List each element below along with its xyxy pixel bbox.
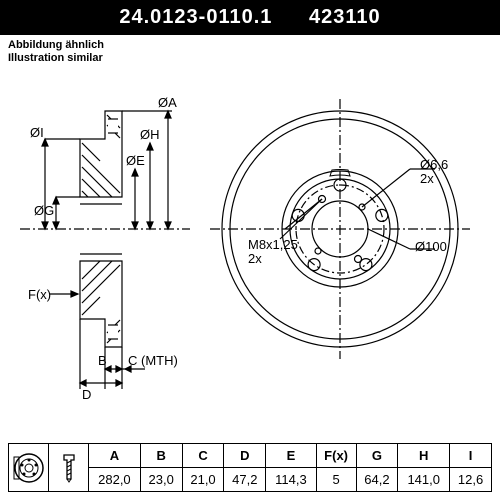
val-F: 5 xyxy=(316,468,356,492)
svg-text:F(x): F(x) xyxy=(28,287,51,302)
table-header-row: A B C D E F(x) G H I xyxy=(9,444,492,468)
val-H: 141,0 xyxy=(398,468,450,492)
svg-text:ØA: ØA xyxy=(158,95,177,110)
disc-icon xyxy=(12,451,46,485)
svg-text:ØE: ØE xyxy=(126,153,145,168)
subtitle-de: Abbildung ähnlich xyxy=(8,39,492,52)
bolt-icon-cell xyxy=(49,444,89,492)
val-B: 23,0 xyxy=(140,468,182,492)
col-I: I xyxy=(450,444,492,468)
val-D: 47,2 xyxy=(224,468,266,492)
bolt-icon xyxy=(56,451,82,485)
svg-text:ØH: ØH xyxy=(140,127,160,142)
svg-text:2x: 2x xyxy=(420,171,434,186)
header-bar: 24.0123-0110.1 423110 xyxy=(0,0,500,35)
val-E: 114,3 xyxy=(266,468,316,492)
svg-text:M8x1,25: M8x1,25 xyxy=(248,237,298,252)
front-view xyxy=(210,99,470,359)
col-A: A xyxy=(89,444,141,468)
col-H: H xyxy=(398,444,450,468)
side-view xyxy=(20,111,190,389)
technical-drawing: ØI ØG ØE ØH ØA F(x) B D C (MTH) Ø6,6 2x … xyxy=(0,69,500,409)
col-D: D xyxy=(224,444,266,468)
col-E: E xyxy=(266,444,316,468)
svg-text:Ø6,6: Ø6,6 xyxy=(420,157,448,172)
val-I: 12,6 xyxy=(450,468,492,492)
diagram-area: ØI ØG ØE ØH ØA F(x) B D C (MTH) Ø6,6 2x … xyxy=(0,69,500,409)
svg-text:2x: 2x xyxy=(248,251,262,266)
svg-text:ØI: ØI xyxy=(30,125,44,140)
col-C: C xyxy=(182,444,224,468)
disc-icon-cell xyxy=(9,444,49,492)
svg-text:B: B xyxy=(98,353,107,368)
spec-table: A B C D E F(x) G H I 282,0 23,0 21,0 47,… xyxy=(8,443,492,492)
col-F: F(x) xyxy=(316,444,356,468)
svg-text:ØG: ØG xyxy=(34,203,54,218)
svg-text:C (MTH): C (MTH) xyxy=(128,353,178,368)
val-G: 64,2 xyxy=(356,468,398,492)
part-number: 24.0123-0110.1 xyxy=(119,6,272,28)
col-B: B xyxy=(140,444,182,468)
col-G: G xyxy=(356,444,398,468)
val-C: 21,0 xyxy=(182,468,224,492)
val-A: 282,0 xyxy=(89,468,141,492)
subtitle-en: Illustration similar xyxy=(8,52,492,65)
svg-text:D: D xyxy=(82,387,91,402)
subtitle: Abbildung ähnlich Illustration similar xyxy=(0,35,500,69)
svg-text:Ø100: Ø100 xyxy=(415,239,447,254)
ref-number: 423110 xyxy=(309,6,381,28)
